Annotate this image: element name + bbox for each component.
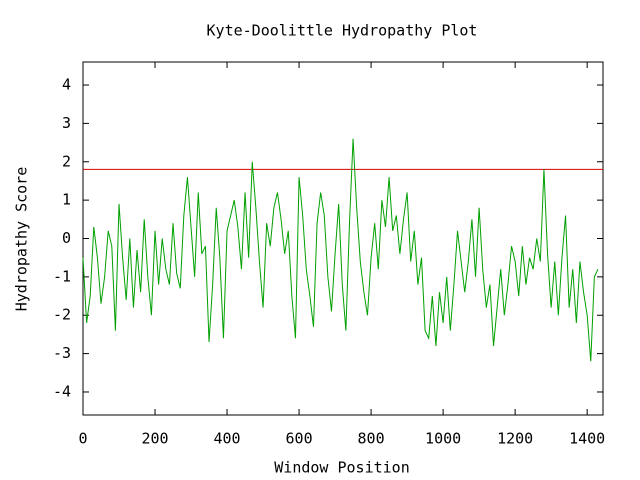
data-line xyxy=(82,138,599,362)
y-tick-label: -1 xyxy=(53,267,71,285)
y-tick-label: 0 xyxy=(62,229,71,247)
x-tick-label: 400 xyxy=(213,430,240,448)
y-tick-label: 3 xyxy=(62,114,71,132)
y-tick-label: 2 xyxy=(62,152,71,170)
chart-title: Kyte-Doolittle Hydropathy Plot xyxy=(207,22,478,40)
x-tick-label: 200 xyxy=(141,430,168,448)
x-tick-label: 0 xyxy=(78,430,87,448)
x-tick-label: 1400 xyxy=(569,430,605,448)
y-axis-label: Hydropathy Score xyxy=(13,167,31,312)
y-tick-label: -4 xyxy=(53,382,71,400)
y-tick-label: -3 xyxy=(53,344,71,362)
y-tick-label: 1 xyxy=(62,191,71,209)
x-tick-label: 800 xyxy=(358,430,385,448)
x-tick-label: 1000 xyxy=(425,430,461,448)
y-tick-label: 4 xyxy=(62,76,71,94)
x-tick-label: 600 xyxy=(286,430,313,448)
y-tick-label: -2 xyxy=(53,306,71,324)
x-axis-label: Window Position xyxy=(274,459,409,477)
x-tick-label: 1200 xyxy=(497,430,533,448)
